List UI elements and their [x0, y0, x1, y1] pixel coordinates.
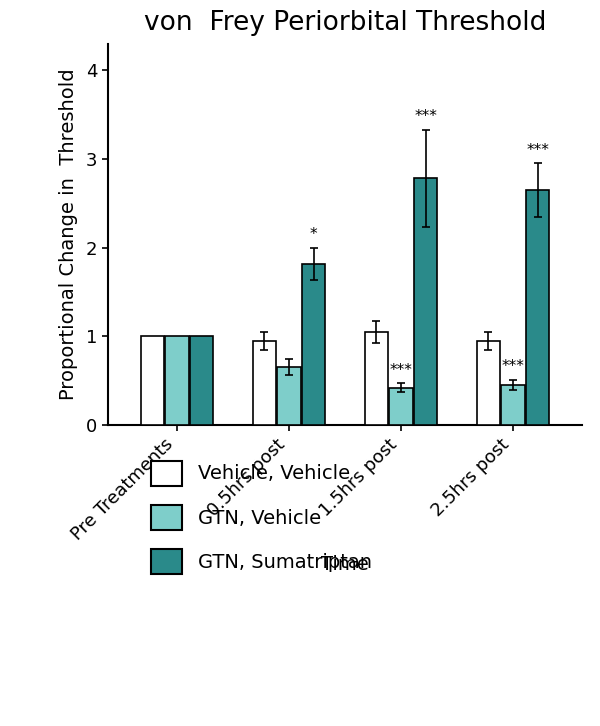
Bar: [502, 385, 525, 425]
Bar: [253, 340, 276, 425]
Legend: Vehicle, Vehicle, GTN, Vehicle, GTN, Sumatriptan: Vehicle, Vehicle, GTN, Vehicle, GTN, Sum…: [142, 451, 382, 584]
Bar: [389, 388, 413, 425]
Bar: [277, 367, 301, 425]
Bar: [414, 179, 437, 425]
Text: ***: ***: [389, 363, 412, 378]
X-axis label: Time: Time: [321, 555, 369, 574]
Text: ***: ***: [526, 143, 549, 158]
Bar: [190, 336, 214, 425]
Title: von  Frey Periorbital Threshold: von Frey Periorbital Threshold: [144, 9, 546, 36]
Bar: [140, 336, 164, 425]
Bar: [302, 264, 325, 425]
Bar: [476, 340, 500, 425]
Text: ***: ***: [502, 359, 524, 375]
Bar: [526, 190, 550, 425]
Y-axis label: Proportional Change in  Threshold: Proportional Change in Threshold: [59, 68, 78, 400]
Text: ***: ***: [414, 110, 437, 124]
Text: *: *: [310, 227, 317, 242]
Bar: [365, 332, 388, 425]
Bar: [165, 336, 188, 425]
